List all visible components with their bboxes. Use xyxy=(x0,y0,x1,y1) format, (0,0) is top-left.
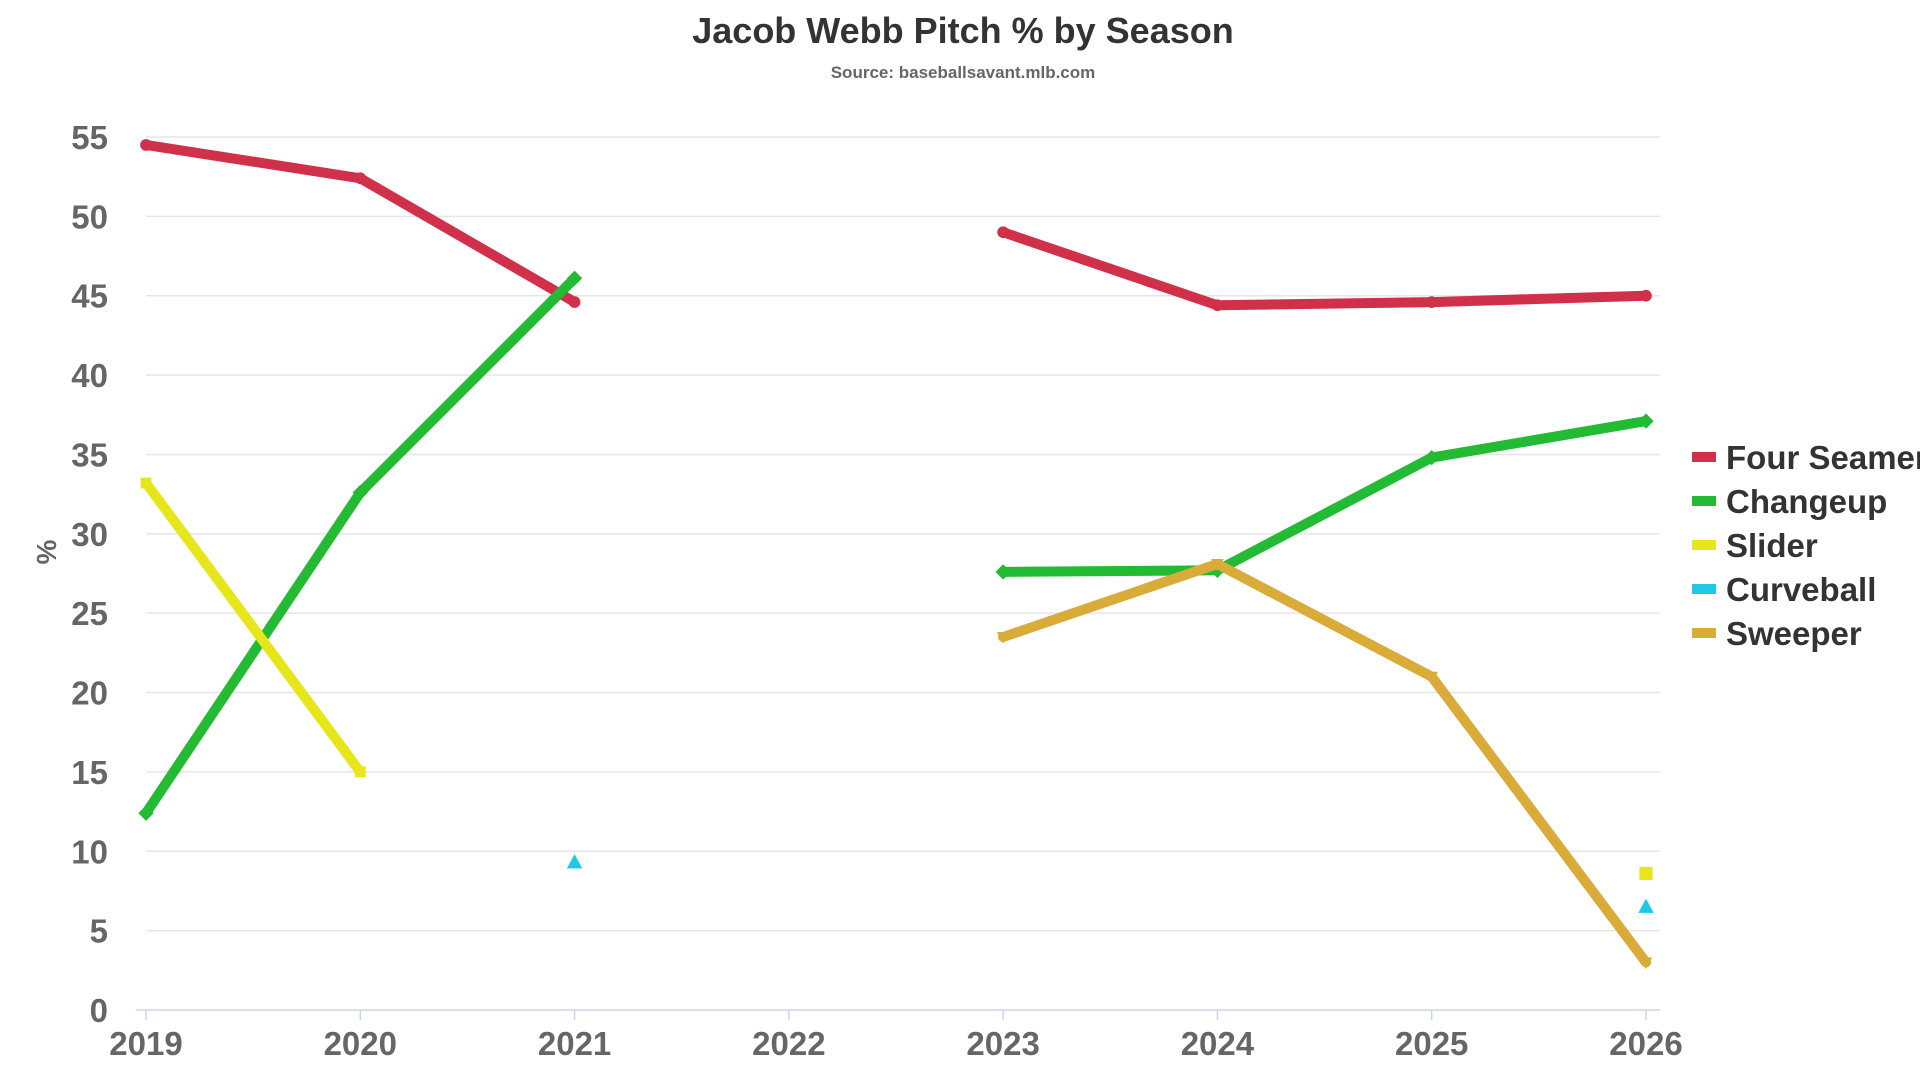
data-point-sweeper-2025 xyxy=(1425,671,1439,684)
series-changeup xyxy=(138,270,1654,821)
legend-swatch xyxy=(1692,452,1716,462)
legend-swatch xyxy=(1692,584,1716,594)
legend-item-slider: Slider xyxy=(1692,527,1818,564)
data-point-curveball-2021 xyxy=(566,854,583,869)
x-tick-label: 2020 xyxy=(324,1025,397,1062)
series-group xyxy=(138,139,1654,970)
data-point-four-seamer-2019 xyxy=(140,139,152,151)
data-point-changeup-2023 xyxy=(995,564,1011,580)
legend-label: Sweeper xyxy=(1726,615,1862,652)
series-line-slider xyxy=(141,478,366,777)
chart-subtitle: Source: baseballsavant.mlb.com xyxy=(831,63,1096,82)
legend-label: Curveball xyxy=(1726,571,1876,608)
legend-item-sweeper: Sweeper xyxy=(1692,615,1862,652)
legend-swatch xyxy=(1692,628,1716,638)
data-point-curveball-2026 xyxy=(1638,898,1654,913)
data-point-slider-2019 xyxy=(140,477,152,489)
y-tick-label: 55 xyxy=(71,119,108,156)
data-point-four-seamer-2024 xyxy=(1211,299,1224,312)
data-point-four-seamer-2025 xyxy=(1425,296,1438,308)
x-tick-label: 2021 xyxy=(538,1025,611,1062)
y-tick-label: 25 xyxy=(71,595,108,632)
y-tick-label: 5 xyxy=(90,913,108,950)
y-tick-label: 30 xyxy=(71,516,108,553)
data-point-changeup-2026 xyxy=(1638,413,1654,429)
legend-label: Slider xyxy=(1726,527,1818,564)
legend-item-curveball: Curveball xyxy=(1692,571,1876,608)
x-tick-label: 2024 xyxy=(1181,1025,1255,1062)
legend: Four Seamer Changeup Slider Curveball Sweepe… xyxy=(1692,439,1920,652)
y-tick-label: 50 xyxy=(71,198,108,235)
data-point-four-seamer-2026 xyxy=(1640,289,1652,302)
chart-title: Jacob Webb Pitch % by Season xyxy=(692,10,1233,51)
legend-item-changeup: Changeup xyxy=(1692,483,1887,520)
data-point-changeup-2025 xyxy=(1424,449,1440,466)
gridlines xyxy=(146,136,1660,932)
data-point-sweeper-2024 xyxy=(1211,559,1224,571)
legend-item-four-seamer: Four Seamer xyxy=(1692,439,1920,476)
legend-swatch xyxy=(1692,496,1716,506)
series-line-sweeper xyxy=(998,559,1651,968)
series-line-changeup xyxy=(998,416,1651,577)
data-point-slider-2020 xyxy=(354,766,366,778)
series-line-four-seamer xyxy=(998,227,1651,311)
series-slider xyxy=(140,477,1653,881)
legend-label: Changeup xyxy=(1726,483,1887,520)
x-tick-label: 2026 xyxy=(1609,1025,1682,1062)
series-sweeper xyxy=(996,559,1653,970)
data-point-sweeper-2026 xyxy=(1639,957,1653,970)
x-axis: 2019 2020 2021 2022 2023 2024 2025 2026 xyxy=(109,1009,1683,1062)
x-tick-label: 2023 xyxy=(966,1025,1039,1062)
data-point-four-seamer-2023 xyxy=(997,226,1009,239)
legend-swatch xyxy=(1692,540,1716,550)
data-point-slider-2026 xyxy=(1639,866,1653,881)
y-tick-label: 15 xyxy=(71,754,108,791)
series-line-four-seamer xyxy=(141,139,580,308)
series-four-seamer xyxy=(140,139,1652,312)
data-point-sweeper-2023 xyxy=(996,632,1010,644)
data-point-four-seamer-2021 xyxy=(568,296,581,308)
y-tick-label: 45 xyxy=(71,278,108,315)
x-tick-label: 2022 xyxy=(752,1025,825,1062)
y-tick-label: 35 xyxy=(71,436,108,473)
data-point-changeup-2020 xyxy=(352,484,368,501)
y-tick-label: 0 xyxy=(90,992,108,1029)
y-axis-title: % xyxy=(31,539,62,564)
y-tick-label: 10 xyxy=(71,833,108,870)
data-point-four-seamer-2020 xyxy=(354,172,367,185)
series-line-changeup xyxy=(141,273,580,819)
x-tick-label: 2025 xyxy=(1395,1025,1468,1062)
y-tick-label: 20 xyxy=(71,675,108,712)
series-curveball xyxy=(566,854,1654,913)
legend-label: Four Seamer xyxy=(1726,439,1920,476)
data-point-changeup-2021 xyxy=(566,270,583,286)
y-axis: 0 5 10 15 20 25 30 35 40 45 50 55 xyxy=(71,119,108,1029)
x-tick-label: 2019 xyxy=(109,1025,182,1062)
data-point-changeup-2019 xyxy=(138,805,154,821)
y-tick-label: 40 xyxy=(71,357,108,394)
